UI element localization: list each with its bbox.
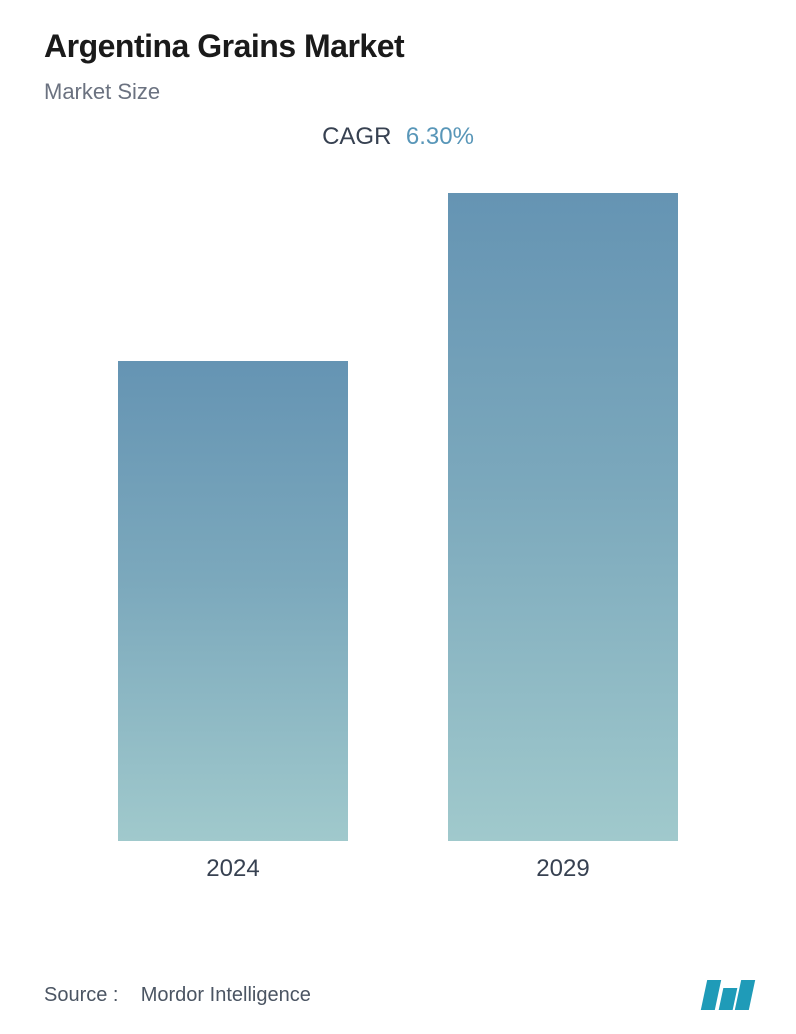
source-text: Source : Mordor Intelligence xyxy=(44,984,311,1007)
cagr-row: CAGR 6.30% xyxy=(44,123,752,151)
logo-bar xyxy=(701,980,721,1010)
chart-subtitle: Market Size xyxy=(44,79,752,105)
bar-label-2029: 2029 xyxy=(448,855,678,883)
cagr-value: 6.30% xyxy=(406,123,474,150)
chart-title: Argentina Grains Market xyxy=(44,28,752,65)
chart-container: Argentina Grains Market Market Size CAGR… xyxy=(0,0,796,1034)
mordor-logo-icon xyxy=(704,980,752,1010)
logo-bar xyxy=(735,980,755,1010)
chart-footer: Source : Mordor Intelligence xyxy=(44,980,752,1010)
cagr-label: CAGR xyxy=(322,123,391,150)
source-name: Mordor Intelligence xyxy=(141,984,311,1006)
source-label: Source : xyxy=(44,984,118,1006)
chart-area: 2024 2029 xyxy=(44,171,752,891)
bar-2024 xyxy=(118,361,348,841)
bar-label-2024: 2024 xyxy=(118,855,348,883)
bar-2029 xyxy=(448,193,678,841)
